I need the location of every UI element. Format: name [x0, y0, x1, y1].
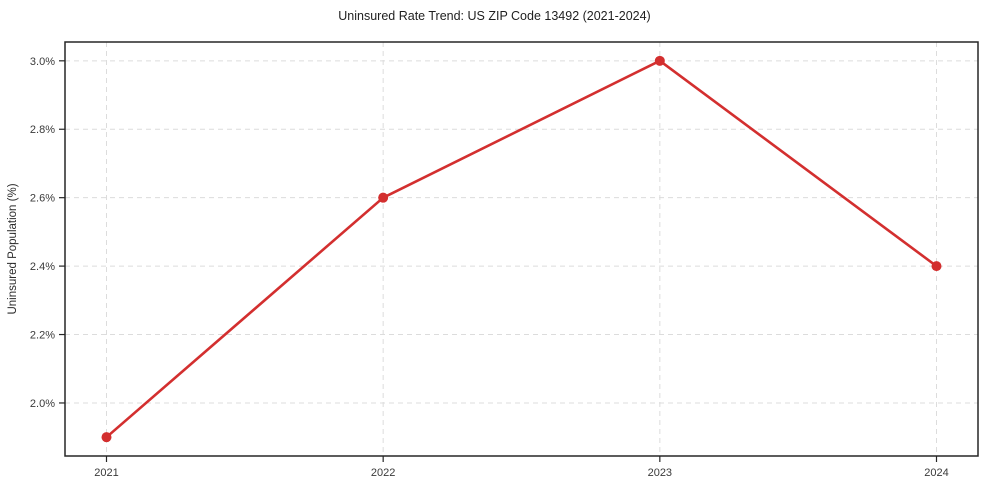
data-point-marker [654, 55, 665, 66]
y-tick-label: 2.4% [30, 261, 55, 273]
x-tick-label: 2023 [648, 467, 672, 479]
trend-line [105, 59, 938, 439]
y-tick-label: 2.2% [30, 330, 55, 342]
y-tick-label: 2.8% [30, 124, 55, 136]
x-tick-label: 2021 [94, 467, 118, 479]
chart-title: Uninsured Rate Trend: US ZIP Code 13492 … [338, 9, 651, 23]
data-point-marker [931, 261, 942, 272]
x-tick-label: 2022 [371, 467, 395, 479]
y-tick-label: 3.0% [30, 56, 55, 68]
data-point-marker [378, 192, 389, 203]
axes-frame [64, 41, 979, 457]
y-tick-label: 2.6% [30, 193, 55, 205]
x-tick-label: 2024 [924, 467, 948, 479]
data-point-marker [101, 432, 112, 443]
y-tick-label: 2.0% [30, 398, 55, 410]
